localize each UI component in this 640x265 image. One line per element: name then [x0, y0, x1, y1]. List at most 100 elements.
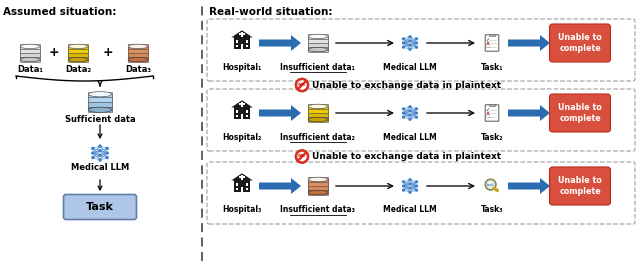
Text: Task: Task — [86, 202, 114, 212]
FancyBboxPatch shape — [550, 24, 611, 62]
Bar — [20, 46, 40, 60]
Circle shape — [106, 152, 108, 154]
Polygon shape — [508, 178, 550, 194]
Bar — [236, 115, 239, 117]
Bar — [241, 175, 243, 180]
Text: Task₂: Task₂ — [481, 132, 503, 142]
Bar — [234, 37, 250, 48]
Circle shape — [415, 181, 417, 183]
Bar — [308, 190, 328, 195]
Circle shape — [403, 42, 404, 44]
Bar — [88, 97, 112, 102]
Bar — [246, 45, 248, 47]
Bar — [236, 110, 239, 113]
Bar — [236, 183, 239, 186]
Circle shape — [92, 147, 94, 149]
Text: task: task — [487, 183, 495, 187]
Polygon shape — [231, 173, 253, 180]
Circle shape — [403, 38, 404, 40]
Ellipse shape — [308, 117, 328, 122]
Circle shape — [485, 179, 496, 190]
Text: Data₁: Data₁ — [17, 64, 43, 73]
Text: Hospital₃: Hospital₃ — [222, 205, 262, 214]
Text: Unable to exchange data in plaintext: Unable to exchange data in plaintext — [312, 152, 501, 161]
Bar — [246, 115, 248, 117]
Polygon shape — [259, 178, 301, 194]
Bar — [241, 114, 243, 118]
Bar — [239, 103, 244, 105]
Bar — [234, 108, 250, 118]
Ellipse shape — [68, 58, 88, 62]
Circle shape — [415, 38, 417, 40]
Bar — [20, 44, 40, 48]
Bar — [88, 94, 112, 110]
Text: Hospital₁: Hospital₁ — [222, 63, 262, 72]
FancyBboxPatch shape — [550, 167, 611, 205]
Bar — [308, 104, 328, 109]
Circle shape — [92, 157, 94, 159]
Circle shape — [403, 112, 404, 114]
Bar — [308, 47, 328, 52]
Bar — [490, 34, 495, 36]
Bar — [241, 32, 243, 37]
Text: Insufficient data₃: Insufficient data₃ — [280, 205, 355, 214]
Circle shape — [409, 36, 411, 38]
Bar — [20, 53, 40, 58]
FancyBboxPatch shape — [485, 105, 499, 121]
Bar — [236, 45, 239, 47]
Bar — [308, 113, 328, 117]
Bar — [88, 92, 112, 97]
Text: Medical LLM: Medical LLM — [383, 132, 437, 142]
Circle shape — [403, 46, 404, 48]
Circle shape — [403, 185, 404, 187]
Bar — [128, 46, 148, 60]
Bar — [68, 58, 88, 62]
Circle shape — [409, 114, 411, 116]
Text: WAR: WAR — [298, 83, 306, 87]
Circle shape — [415, 108, 417, 110]
Ellipse shape — [308, 34, 328, 39]
Text: ✔: ✔ — [485, 107, 489, 112]
Circle shape — [295, 149, 309, 164]
Bar — [246, 188, 248, 190]
Text: ✔: ✔ — [485, 37, 489, 42]
Text: Assumed situation:: Assumed situation: — [3, 7, 116, 17]
Bar — [308, 34, 328, 39]
FancyBboxPatch shape — [485, 35, 499, 51]
Circle shape — [487, 181, 494, 188]
Bar — [239, 176, 244, 178]
Bar — [68, 46, 88, 60]
Circle shape — [409, 187, 411, 189]
Bar — [308, 43, 328, 47]
Bar — [246, 40, 248, 43]
Circle shape — [415, 189, 417, 191]
Text: ✘: ✘ — [485, 111, 489, 116]
Circle shape — [106, 147, 108, 149]
Bar — [128, 58, 148, 62]
Text: Hospital₂: Hospital₂ — [222, 132, 262, 142]
Circle shape — [409, 118, 411, 120]
Text: Insufficient data₁: Insufficient data₁ — [280, 63, 355, 72]
Circle shape — [99, 145, 101, 147]
Circle shape — [297, 80, 307, 90]
Circle shape — [409, 106, 411, 108]
Ellipse shape — [308, 177, 328, 182]
Bar — [241, 102, 243, 107]
Bar — [20, 48, 40, 53]
Bar — [239, 33, 244, 35]
Polygon shape — [508, 35, 550, 51]
Text: Data₂: Data₂ — [65, 64, 91, 73]
Ellipse shape — [128, 44, 148, 48]
Circle shape — [403, 108, 404, 110]
Circle shape — [409, 48, 411, 50]
Text: Unable to exchange data in plaintext: Unable to exchange data in plaintext — [312, 81, 501, 90]
Bar — [128, 48, 148, 53]
Circle shape — [99, 154, 101, 156]
Bar — [308, 186, 328, 190]
FancyBboxPatch shape — [207, 19, 635, 81]
Bar — [241, 187, 243, 192]
Circle shape — [99, 150, 101, 152]
Circle shape — [403, 189, 404, 191]
FancyBboxPatch shape — [550, 94, 611, 132]
Text: Unable to
complete: Unable to complete — [558, 33, 602, 53]
